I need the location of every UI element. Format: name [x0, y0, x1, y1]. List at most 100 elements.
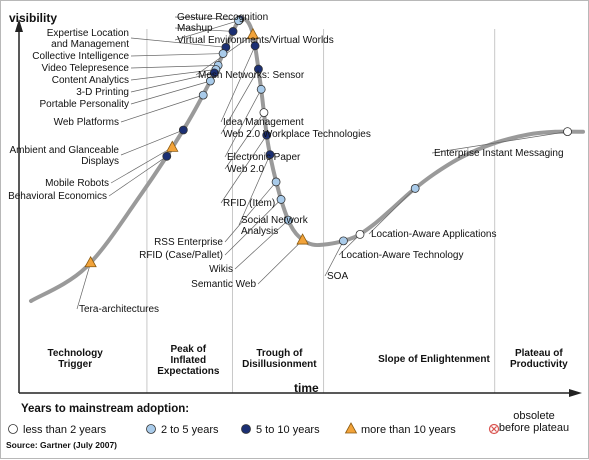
- rfid-case-pallet-marker: [276, 195, 286, 204]
- leader-line: [174, 20, 239, 41]
- wikis-marker: [283, 215, 293, 225]
- leader-line: [431, 131, 568, 154]
- 3-d-printing-label: 3-D Printing: [76, 87, 129, 98]
- source-note: Source: Gartner (July 2007): [6, 440, 117, 450]
- axes: visibility time: [9, 11, 582, 397]
- location-aware-applications-label: Location-Aware Applications: [371, 229, 496, 240]
- leader-line: [130, 80, 211, 105]
- web-2-0-workplace-technologies-marker: [254, 64, 263, 74]
- leader-line: [174, 16, 240, 20]
- mobile-robots-marker: [166, 140, 179, 152]
- phase-technology-trigger: Technology Trigger: [47, 348, 103, 370]
- electronic-paper-marker: [256, 84, 266, 94]
- 3-d-printing-marker: [209, 68, 219, 78]
- leader-line: [130, 72, 215, 93]
- expertise-location-and-management-label: Expertise Location and Management: [47, 28, 129, 50]
- web-2-0-label: Web 2.0: [227, 164, 264, 175]
- mesh-networks-sensor-marker: [246, 27, 260, 40]
- location-aware-technology-label: Location-Aware Technology: [341, 250, 464, 261]
- legend-5-to-10-years: 5 to 10 years: [256, 424, 320, 436]
- leader-line: [220, 68, 259, 135]
- leader-line: [130, 53, 224, 57]
- social-network-analysis-label: Social Network Analysis: [241, 215, 309, 237]
- virtual-environments-virtual-worlds-marker: [234, 16, 243, 26]
- location-aware-technology-marker: [355, 229, 365, 239]
- leader-line: [224, 112, 265, 170]
- virtual-environments-virtual-worlds-label: Virtual Environments/Virtual Worlds: [177, 35, 334, 46]
- content-analytics-label: Content Analytics: [52, 75, 129, 86]
- portable-personality-label: Portable Personality: [40, 99, 130, 110]
- rfid-item-label: RFID (Item): [223, 198, 275, 209]
- leader-line: [174, 27, 234, 32]
- soa-label: SOA: [327, 271, 348, 282]
- collective-intelligence-label: Collective Intelligence: [32, 51, 129, 62]
- leader-line: [110, 147, 173, 184]
- legend-less-than-2-years-icon: [8, 424, 18, 434]
- electronic-paper-label: Electronic Paper: [227, 152, 301, 163]
- phase-slope-of-enlightenment: Slope of Enlightenment: [378, 354, 490, 365]
- gesture-recognition-label: Gesture Recognition: [177, 12, 268, 23]
- rfid-case-pallet-label: RFID (Case/Pallet): [139, 250, 223, 261]
- collective-intelligence-marker: [218, 49, 228, 58]
- phase-plateau-of-productivity: Plateau of Productivity: [510, 348, 568, 370]
- leader-line: [234, 219, 289, 270]
- leader-line: [224, 181, 277, 243]
- leader-line: [130, 37, 226, 48]
- legend-2-to-5-years: 2 to 5 years: [161, 424, 219, 436]
- legend-title: Years to mainstream adoption:: [21, 403, 189, 415]
- leader-line: [224, 199, 282, 256]
- legend-more-than-10-years: more than 10 years: [361, 424, 456, 436]
- leader-line: [220, 134, 267, 204]
- video-telepresence-label: Video Telepresence: [42, 63, 130, 74]
- phase-labels: Technology Trigger Peak of Inflated Expectat…: [47, 344, 568, 377]
- legend: Years to mainstream adoption: less than 2…: [8, 403, 569, 436]
- ambient-and-glanceable-displays-label: Ambient and Glanceable Displays: [9, 145, 119, 167]
- legend-less-than-2-years: less than 2 years: [23, 424, 107, 436]
- web-2-0-marker: [259, 108, 269, 118]
- rss-enterprise-label: RSS Enterprise: [154, 237, 223, 248]
- behavioral-economics-marker: [162, 151, 172, 161]
- leader-line: [108, 156, 167, 197]
- semantic-web-label: Semantic Web: [191, 279, 256, 290]
- leader-line: [368, 188, 416, 235]
- mesh-networks-sensor-label: Mesh Networks: Sensor: [198, 70, 305, 81]
- x-axis-label: time: [294, 381, 319, 395]
- legend-2-to-5-years-icon: [146, 424, 156, 434]
- technology-markers: [84, 15, 572, 268]
- semantic-web-marker: [296, 233, 309, 245]
- tera-architectures-marker: [84, 255, 97, 268]
- web-2-0-workplace-technologies-label: Web 2.0 Workplace Technologies: [223, 129, 371, 140]
- mashup-marker: [228, 27, 238, 36]
- legend-more-than-10-years-icon: [344, 422, 358, 434]
- rss-enterprise-marker: [271, 177, 281, 187]
- leader-line: [220, 45, 256, 123]
- mobile-robots-label: Mobile Robots: [45, 178, 109, 189]
- phase-trough-of-disillusionment: Trough of Disillusionment: [242, 348, 317, 370]
- leader-line: [130, 64, 219, 69]
- enterprise-instant-messaging-marker: [563, 127, 572, 136]
- leader-line: [338, 234, 361, 256]
- web-platforms-label: Web Platforms: [54, 117, 119, 128]
- label-leaders: [76, 16, 568, 310]
- web-platforms-marker: [198, 90, 208, 100]
- idea-management-marker: [250, 41, 260, 51]
- legend-5-to-10-years-icon: [241, 424, 251, 434]
- social-network-analysis-marker: [265, 150, 275, 160]
- enterprise-instant-messaging-label: Enterprise Instant Messaging: [434, 148, 564, 159]
- leader-line: [224, 89, 262, 158]
- leader-line: [120, 94, 204, 123]
- leader-line: [120, 129, 184, 156]
- tera-architectures-label: Tera-architectures: [79, 304, 159, 315]
- leader-line: [76, 262, 91, 310]
- rfid-item-marker: [262, 130, 272, 140]
- wikis-label: Wikis: [209, 264, 233, 275]
- leader-line: [324, 240, 344, 277]
- legend-obsolete-before-plateau: obsolete before plateau: [499, 410, 569, 434]
- leader-line: [238, 154, 271, 226]
- location-aware-applications-marker: [410, 184, 420, 193]
- mashup-label: Mashup: [177, 23, 213, 34]
- y-axis-label: visibility: [9, 11, 57, 25]
- soa-marker: [339, 236, 348, 246]
